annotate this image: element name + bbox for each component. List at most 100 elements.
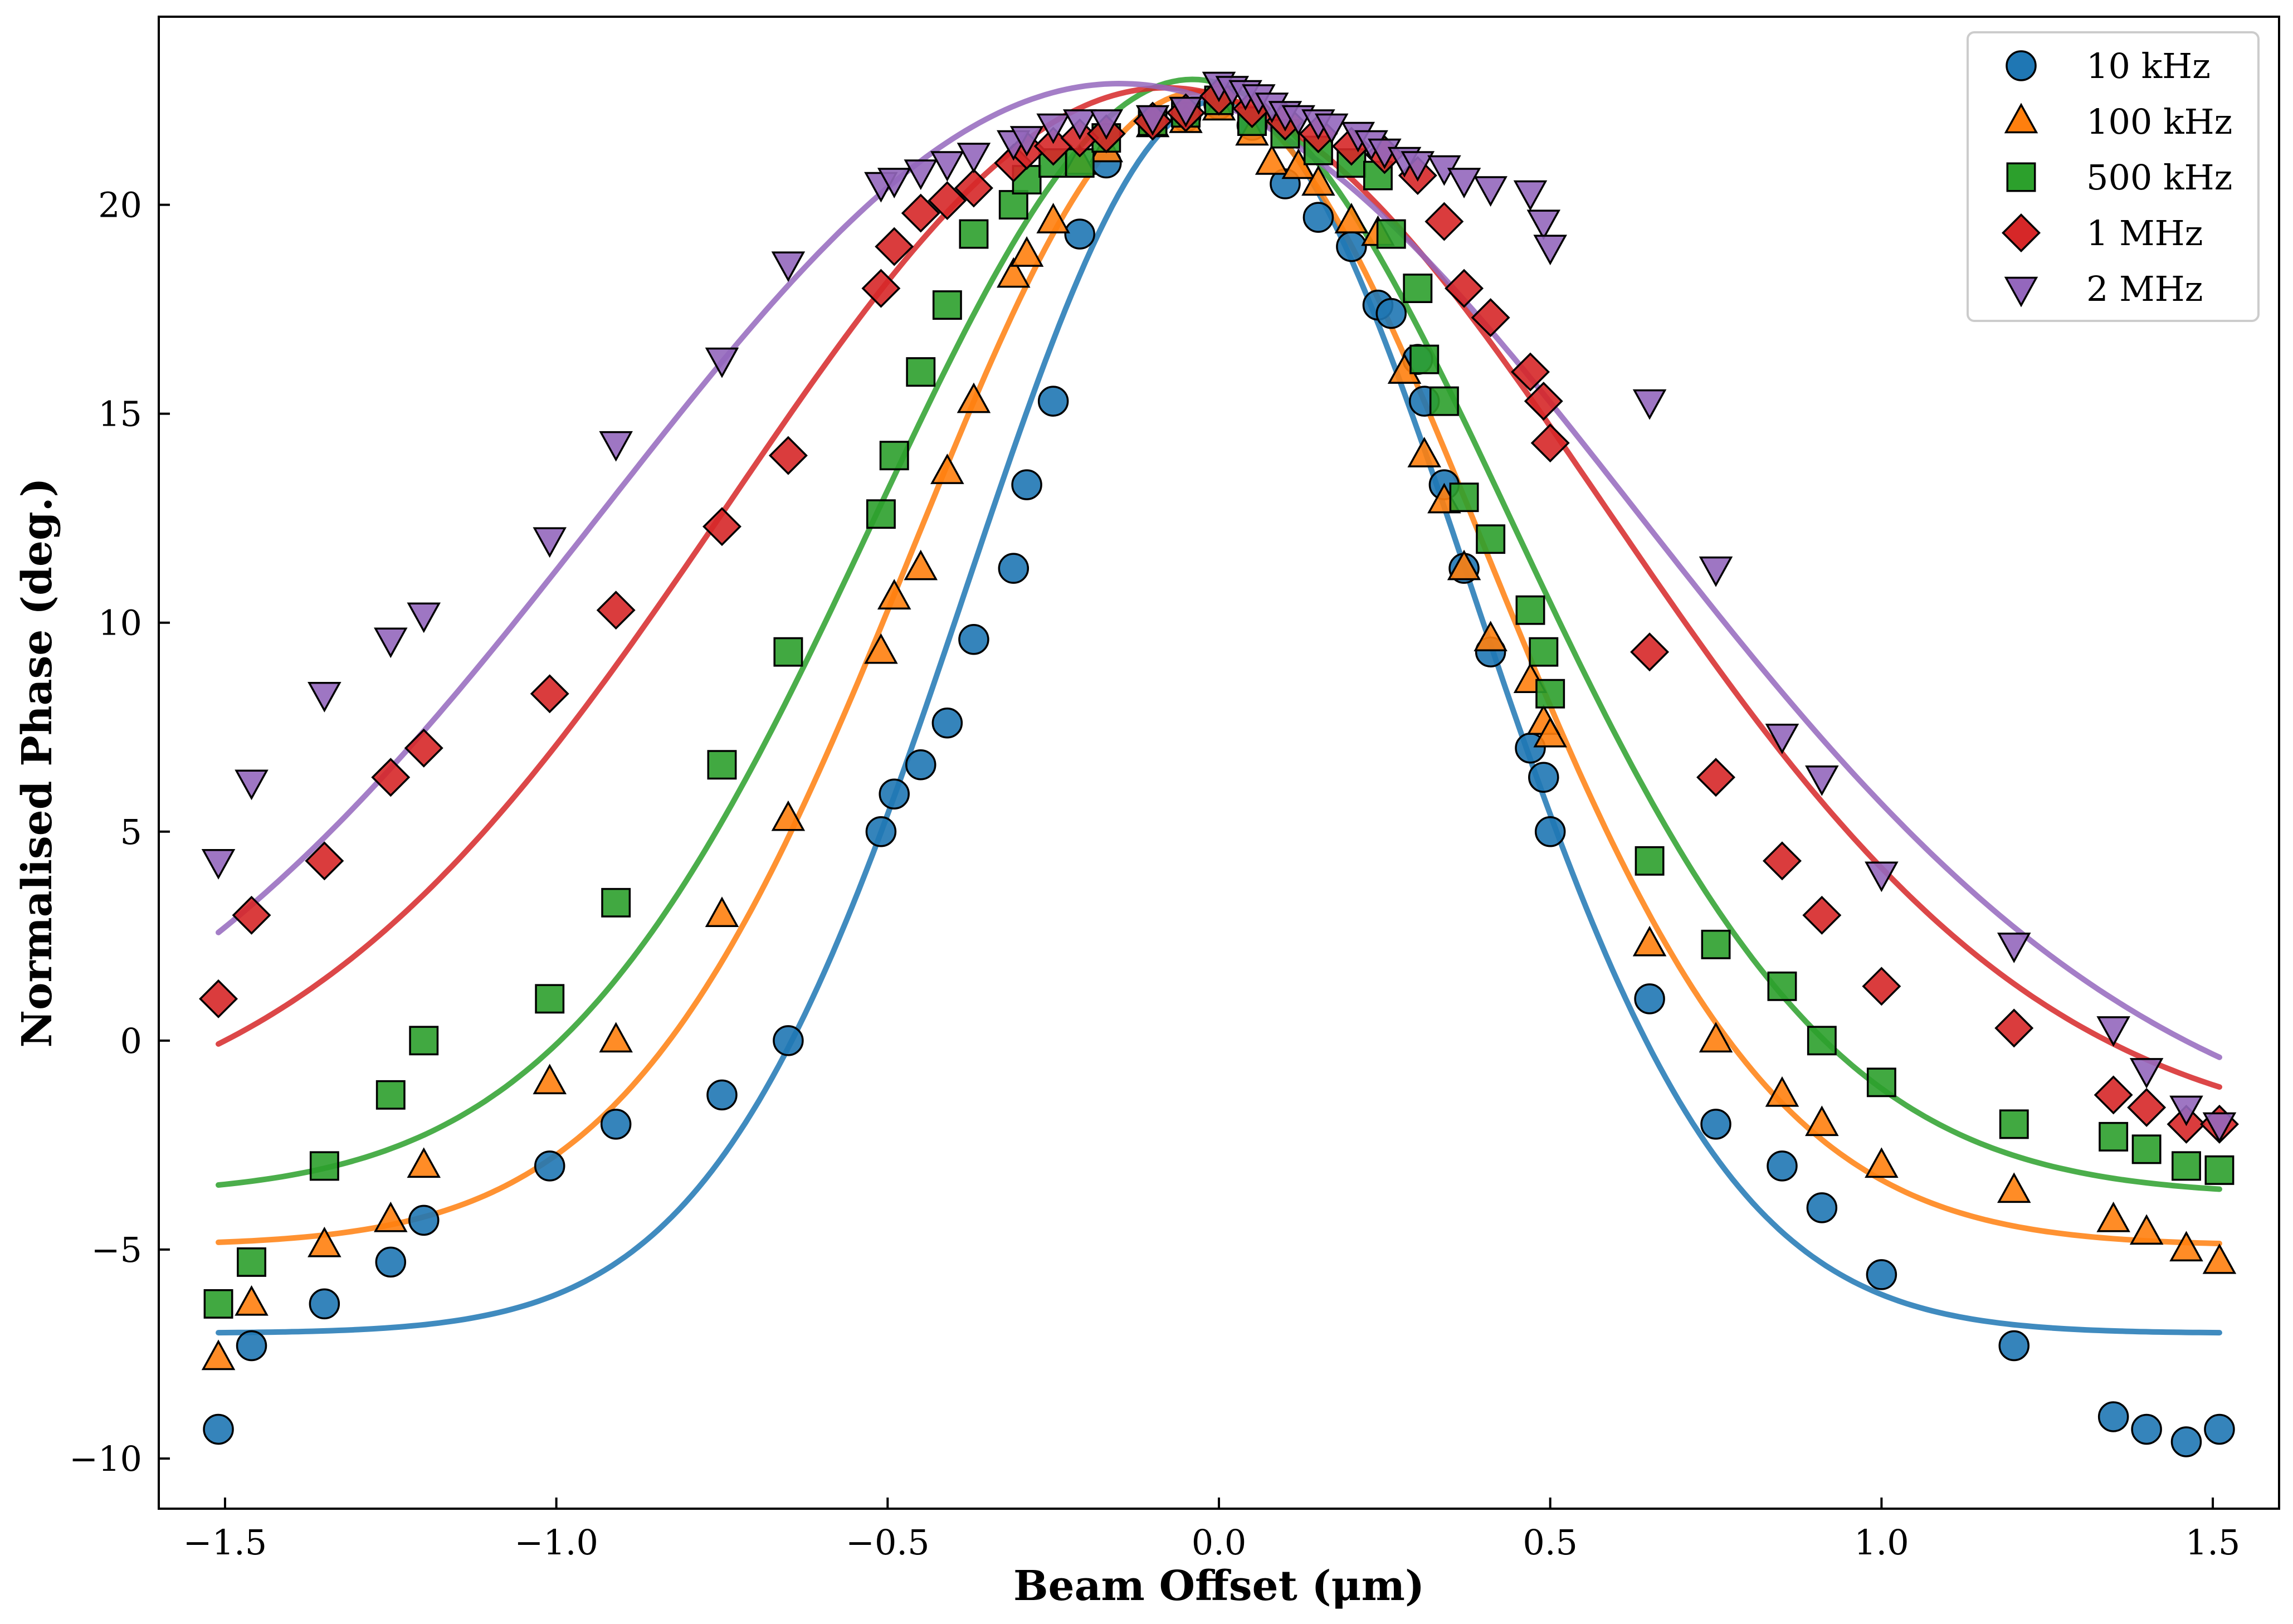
data-point <box>1511 352 1550 392</box>
data-point <box>1634 983 1665 1015</box>
y-tick-label: −5 <box>91 1230 142 1270</box>
data-point <box>1802 895 1842 935</box>
series-1-mhz <box>199 76 2239 1144</box>
data-point <box>932 290 962 320</box>
data-point <box>1474 621 1507 651</box>
data-point <box>1009 236 1044 267</box>
data-point <box>877 168 911 199</box>
data-point <box>236 1330 267 1362</box>
data-point <box>861 269 901 308</box>
data-point <box>1445 269 1484 308</box>
data-point <box>308 681 341 713</box>
data-point <box>957 382 991 413</box>
data-point <box>535 984 565 1014</box>
data-point <box>702 507 741 547</box>
legend-marker <box>2006 162 2036 192</box>
data-point <box>906 357 936 387</box>
data-point <box>2170 1426 2202 1457</box>
data-point <box>601 887 631 918</box>
legend-marker <box>2004 103 2038 134</box>
data-point <box>1762 841 1802 881</box>
data-point <box>771 251 806 282</box>
data-point <box>2131 1134 2162 1164</box>
data-point <box>879 441 909 471</box>
data-point <box>1807 1026 1837 1056</box>
data-point <box>1696 758 1736 797</box>
data-point <box>404 728 443 768</box>
data-point <box>1089 109 1124 140</box>
data-point <box>958 623 989 655</box>
data-point <box>530 674 569 714</box>
data-point <box>201 849 236 880</box>
data-point <box>1865 861 1899 893</box>
data-point <box>1403 274 1433 304</box>
data-point <box>1515 595 1545 625</box>
data-point <box>1999 1109 2029 1139</box>
data-point <box>375 1246 407 1278</box>
data-point <box>879 778 910 810</box>
data-point <box>1036 203 1070 233</box>
data-point <box>1866 1067 1896 1098</box>
data-point <box>1534 816 1566 847</box>
data-point <box>1401 151 1435 182</box>
data-point <box>374 627 408 659</box>
data-point <box>371 758 411 797</box>
data-point <box>1407 437 1441 467</box>
data-point <box>1471 298 1510 338</box>
data-point <box>1375 298 1407 329</box>
data-point <box>2169 1231 2203 1262</box>
data-point <box>1036 113 1070 144</box>
data-point <box>1632 925 1667 957</box>
y-tick-label: 10 <box>98 603 142 643</box>
data-point <box>2131 1413 2162 1445</box>
data-point <box>998 190 1028 220</box>
data-point <box>1767 971 1797 1001</box>
data-point <box>1376 219 1406 249</box>
legend-label: 2 MHz <box>2086 269 2203 309</box>
data-point <box>773 1025 804 1056</box>
data-point <box>199 979 238 1018</box>
data-point <box>1699 556 1733 587</box>
data-point <box>1476 524 1506 554</box>
data-point <box>905 749 936 781</box>
data-point <box>309 1288 340 1320</box>
data-point <box>1805 765 1839 796</box>
data-point <box>1865 1147 1899 1178</box>
data-point <box>2127 1087 2167 1127</box>
data-point <box>1474 176 1507 207</box>
legend-item-2-mhz: 2 MHz <box>2004 269 2203 309</box>
data-point <box>1994 1008 2034 1048</box>
data-point <box>1062 109 1097 140</box>
data-point <box>928 181 967 221</box>
data-point <box>771 800 806 831</box>
data-point <box>1135 105 1170 136</box>
x-tick-label: 0.0 <box>1192 1522 1247 1563</box>
data-point <box>1169 96 1203 128</box>
x-tick-label: 1.0 <box>1854 1522 1909 1563</box>
data-point <box>1530 423 1570 463</box>
data-point <box>407 1147 441 1178</box>
data-point <box>1255 144 1289 175</box>
legend: 10 kHz 100 kHz 500 kHz 1 MHz 2 MHz <box>1967 31 2260 322</box>
data-point <box>930 453 964 484</box>
data-point <box>1513 180 1548 211</box>
data-point <box>2204 1413 2235 1445</box>
data-point <box>237 1247 266 1277</box>
data-point <box>866 499 896 529</box>
data-point <box>599 431 633 462</box>
data-point <box>1447 168 1481 199</box>
legend-box <box>1967 31 2260 322</box>
data-point <box>705 896 739 928</box>
y-axis: −10 −5 0 5 10 15 20 <box>69 185 170 1479</box>
legend-item-100-khz: 100 kHz <box>2004 101 2232 142</box>
data-point <box>1526 209 1561 241</box>
data-point <box>1998 1330 2029 1362</box>
data-point <box>235 769 269 801</box>
data-point <box>1429 386 1459 416</box>
data-point <box>2129 1214 2164 1245</box>
data-point <box>374 1201 408 1232</box>
data-point <box>2097 1401 2129 1432</box>
data-point <box>1336 231 1367 262</box>
